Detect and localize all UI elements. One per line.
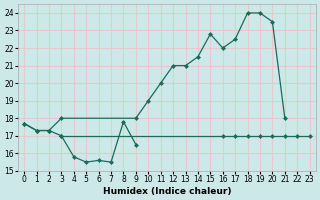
X-axis label: Humidex (Indice chaleur): Humidex (Indice chaleur) — [103, 187, 231, 196]
